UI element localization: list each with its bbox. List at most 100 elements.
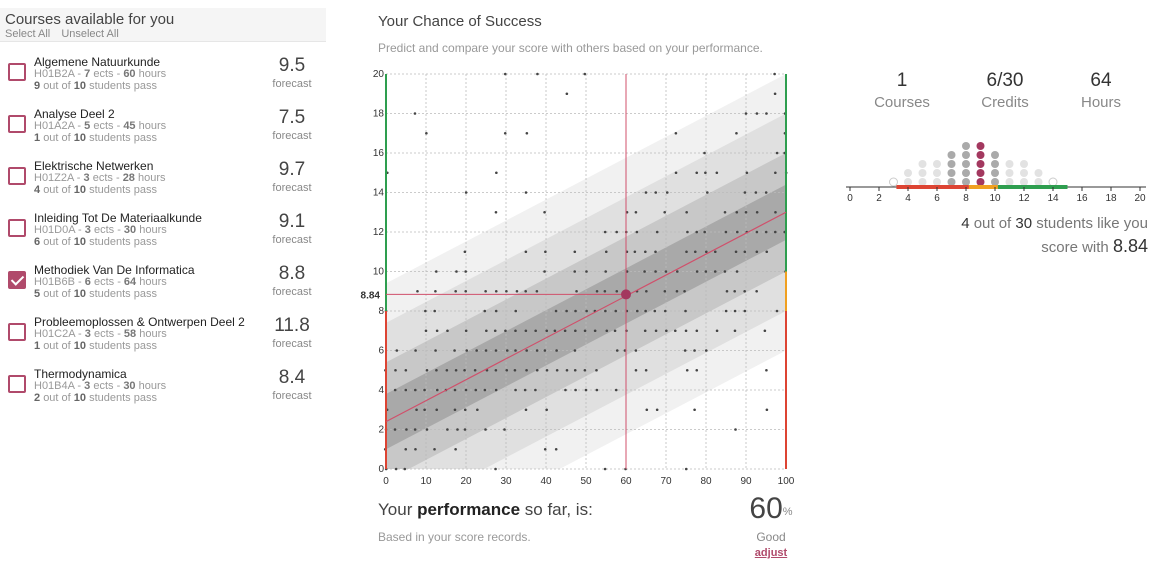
distribution-dot — [976, 169, 985, 177]
scatter-point — [456, 428, 459, 431]
students-pass-word: students pass — [89, 184, 157, 196]
course-ects: 6 — [84, 276, 91, 288]
scatter-point — [445, 368, 449, 372]
scatter-point — [515, 289, 519, 293]
scatter-point — [685, 250, 688, 254]
scatter-point — [713, 270, 717, 273]
scatter-point — [593, 329, 597, 333]
course-checkbox[interactable] — [8, 63, 26, 81]
scatter-point — [463, 408, 467, 412]
course-item[interactable]: Algemene Natuurkunde H01B2A - 7 ects - 60… — [0, 55, 326, 107]
performance-text: Your performance so far, is: — [378, 500, 593, 520]
scatter-point — [465, 349, 469, 352]
scatter-point — [764, 230, 768, 234]
course-pass-count: 5 — [34, 288, 41, 300]
distribution-tick-label: 12 — [1018, 193, 1030, 204]
course-forecast-label: forecast — [272, 286, 312, 298]
trend-line — [385, 211, 787, 423]
scatter-point — [755, 210, 759, 214]
course-pass-count: 1 — [34, 132, 41, 144]
scatter-point — [424, 329, 428, 333]
course-meta: H01Z2A - 3 ects - 28 hours — [34, 172, 166, 184]
chance-of-success-chart[interactable]: 8.84 0 10 20 30 40 50 60 70 80 90 100 0 2 4 6 8 10 12 14 16 1… — [352, 64, 802, 494]
performance-unit: % — [782, 506, 793, 518]
scatter-point — [543, 349, 547, 352]
course-pass-total: 10 — [73, 80, 87, 92]
course-checkbox[interactable] — [8, 167, 26, 185]
distribution-dot — [918, 169, 927, 177]
scatter-point — [545, 408, 548, 412]
scatter-point — [493, 329, 497, 333]
scatter-point — [484, 428, 487, 431]
scatter-point — [743, 191, 747, 194]
scatter-point — [535, 289, 539, 293]
course-forecast-label: forecast — [272, 130, 312, 142]
scatter-point — [494, 309, 498, 313]
score-distribution: 0 2 4 6 8 10 12 14 16 18 20 — [846, 142, 1146, 204]
course-item[interactable]: Thermodynamica H01B4A - 3 ects - 30 hours… — [0, 367, 326, 419]
scatter-point — [453, 388, 457, 392]
scatter-point — [505, 349, 509, 352]
scatter-point — [604, 250, 608, 254]
scatter-point — [765, 250, 769, 254]
course-checkbox[interactable] — [8, 375, 26, 393]
course-item[interactable]: Probleemoplossen & Ontwerpen Deel 2 H01C2… — [0, 315, 326, 367]
scatter-point — [525, 368, 528, 372]
course-checkbox[interactable] — [8, 219, 26, 237]
course-item[interactable]: Analyse Deel 2 H01A2A - 5 ects - 45 hours… — [0, 107, 326, 159]
performance-value: 60% — [738, 492, 804, 526]
scatter-point — [415, 408, 418, 412]
course-checkbox[interactable] — [8, 115, 26, 133]
adjust-link[interactable]: adjust — [754, 547, 788, 559]
scatter-point — [765, 368, 768, 372]
course-item[interactable]: Methodiek Van De Informatica H01B6B - 6 e… — [0, 263, 326, 315]
stat-hours-value: 64 — [1090, 70, 1112, 91]
unselect-all-link[interactable]: Unselect All — [61, 28, 119, 40]
scatter-point — [686, 230, 689, 234]
x-tick-label: 10 — [420, 476, 432, 487]
students-pass-word: students pass — [89, 132, 157, 144]
distribution-dot — [1020, 178, 1028, 186]
distribution-tick-label: 4 — [905, 193, 911, 204]
scatter-point — [494, 388, 498, 392]
course-pass-count: 6 — [34, 236, 41, 248]
course-hours: 64 — [123, 276, 137, 288]
scatter-point — [554, 447, 558, 451]
scatter-point — [464, 388, 468, 392]
scatter-point — [745, 171, 749, 175]
scatter-point — [664, 270, 668, 273]
course-forecast-score: 9.5 — [278, 55, 306, 76]
scatter-point — [755, 112, 759, 115]
distribution-tick-label: 16 — [1076, 193, 1088, 204]
scatter-point — [603, 230, 607, 234]
course-item[interactable]: Elektrische Netwerken H01Z2A - 3 ects - 2… — [0, 159, 326, 211]
scatter-point — [744, 112, 748, 115]
course-ects: 7 — [84, 68, 91, 80]
scatter-point — [574, 329, 577, 333]
stat-credits-label: Credits — [981, 94, 1029, 111]
scatter-point — [684, 309, 687, 313]
scatter-point — [555, 349, 558, 352]
students-pass-word: students pass — [89, 288, 157, 300]
course-item[interactable]: Inleiding Tot De Materiaalkunde H01D0A - … — [0, 211, 326, 263]
scatter-point — [433, 447, 436, 451]
scatter-point — [715, 329, 719, 333]
x-tick-label: 80 — [700, 476, 712, 487]
x-tick-label: 20 — [460, 476, 472, 487]
scatter-point — [555, 368, 559, 372]
course-forecast-label: forecast — [272, 338, 312, 350]
course-checkbox[interactable] — [8, 323, 26, 341]
select-all-link[interactable]: Select All — [5, 28, 51, 40]
distribution-dot — [976, 178, 985, 186]
scatter-point — [484, 349, 488, 352]
ects-word: ects — [93, 120, 114, 132]
scatter-point — [453, 408, 457, 412]
scatter-point — [645, 408, 649, 412]
course-checkbox[interactable] — [8, 271, 26, 289]
course-forecast-score: 7.5 — [278, 107, 306, 128]
scatter-point — [755, 250, 759, 254]
distribution-dot — [991, 178, 999, 186]
scatter-point — [595, 289, 599, 293]
scatter-point — [536, 72, 539, 76]
scatter-point — [524, 250, 528, 254]
